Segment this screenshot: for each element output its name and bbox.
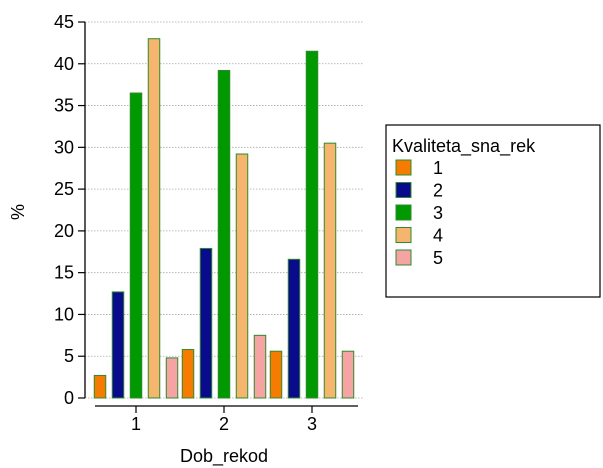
bar-series-1-cat-3 xyxy=(269,350,283,399)
x-tick-label: 1 xyxy=(131,414,141,434)
y-tick-label: 15 xyxy=(54,263,74,283)
x-axis-title: Dob_rekod xyxy=(180,446,268,467)
legend-swatch-4 xyxy=(395,227,412,243)
y-ticks: 0 5 10 15 20 25 30 35 40 45 xyxy=(54,12,85,408)
x-ticks: 1 2 3 xyxy=(131,406,317,434)
legend-label-4: 4 xyxy=(433,226,443,246)
bar-series-3-cat-1 xyxy=(129,92,143,399)
bar-series-4-cat-1 xyxy=(147,38,161,399)
y-tick-label: 0 xyxy=(64,388,74,408)
axes xyxy=(84,22,358,407)
bar-series-3-cat-2 xyxy=(217,69,231,399)
legend-box xyxy=(385,124,601,298)
bar-series-1-cat-1 xyxy=(93,374,107,399)
y-tick-label: 25 xyxy=(54,179,74,199)
y-axis-title: % xyxy=(8,204,28,220)
legend-label-5: 5 xyxy=(433,248,443,268)
bar-series-2-cat-1 xyxy=(111,291,125,399)
bars xyxy=(93,38,355,399)
legend-label-1: 1 xyxy=(433,158,443,178)
legend-title: Kvaliteta_sna_rek xyxy=(392,136,536,157)
legend-items: 1 23 45 xyxy=(395,158,443,268)
bar-series-2-cat-3 xyxy=(287,258,301,399)
y-tick-label: 5 xyxy=(64,346,74,366)
legend-swatch-1 xyxy=(395,159,412,176)
y-tick-label: 40 xyxy=(54,54,74,74)
x-tick-label: 3 xyxy=(307,414,317,434)
x-tick-label: 2 xyxy=(219,414,229,434)
legend-swatch-3 xyxy=(395,204,412,221)
y-tick-label: 35 xyxy=(54,96,74,116)
bar-series-5-cat-3 xyxy=(341,350,355,399)
legend-label-3: 3 xyxy=(433,203,443,223)
bar-series-4-cat-3 xyxy=(323,142,337,399)
y-tick-label: 45 xyxy=(54,12,74,32)
bar-series-1-cat-2 xyxy=(181,349,195,399)
y-tick-label: 20 xyxy=(54,221,74,241)
legend-label-2: 2 xyxy=(433,181,443,201)
bar-series-4-cat-2 xyxy=(235,153,249,399)
legend-swatch-2 xyxy=(395,182,412,198)
legend: Kvaliteta_sna_rek 1 23 45 xyxy=(385,124,601,298)
bar-series-5-cat-2 xyxy=(253,334,267,399)
bar-series-5-cat-1 xyxy=(165,357,179,399)
legend-swatch-5 xyxy=(395,249,412,266)
bar-series-2-cat-2 xyxy=(199,247,213,399)
bar-series-3-cat-3 xyxy=(305,50,319,399)
y-tick-label: 10 xyxy=(54,304,74,324)
y-tick-label: 30 xyxy=(54,137,74,157)
